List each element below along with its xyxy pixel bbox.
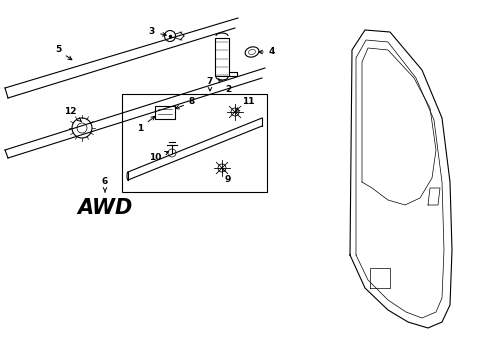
Text: 12: 12 (63, 108, 81, 121)
Text: 5: 5 (55, 45, 72, 60)
Text: 7: 7 (206, 77, 213, 91)
Text: 11: 11 (235, 98, 254, 111)
Bar (122, 94, 266, 192)
Bar (155, 106, 175, 119)
Text: AWD: AWD (77, 198, 132, 218)
Text: 4: 4 (258, 48, 275, 57)
Text: 2: 2 (218, 79, 231, 94)
Text: 10: 10 (148, 152, 168, 162)
Text: 9: 9 (222, 169, 231, 184)
Text: 1: 1 (137, 116, 155, 132)
Text: 6: 6 (102, 177, 108, 192)
Text: 8: 8 (175, 98, 195, 109)
Text: 3: 3 (148, 27, 166, 36)
